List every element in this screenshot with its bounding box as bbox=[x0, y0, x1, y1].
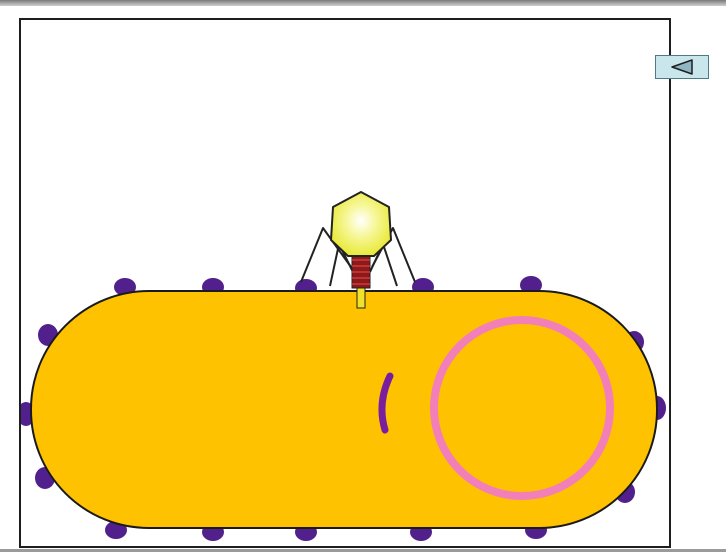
bacteriophage bbox=[300, 191, 416, 309]
diagram-frame bbox=[19, 18, 671, 548]
phage-head bbox=[330, 191, 392, 257]
triangle-left-icon bbox=[671, 59, 693, 75]
back-button[interactable] bbox=[655, 55, 709, 79]
plasmid-ring bbox=[430, 316, 614, 500]
bacterial-cell bbox=[30, 290, 658, 529]
phage-infection-diagram bbox=[21, 191, 666, 541]
top-divider bbox=[0, 0, 726, 6]
bottom-divider bbox=[0, 549, 726, 552]
receptor bbox=[520, 276, 542, 294]
injected-dna-fragment bbox=[378, 372, 394, 434]
phage-collar bbox=[351, 253, 371, 289]
